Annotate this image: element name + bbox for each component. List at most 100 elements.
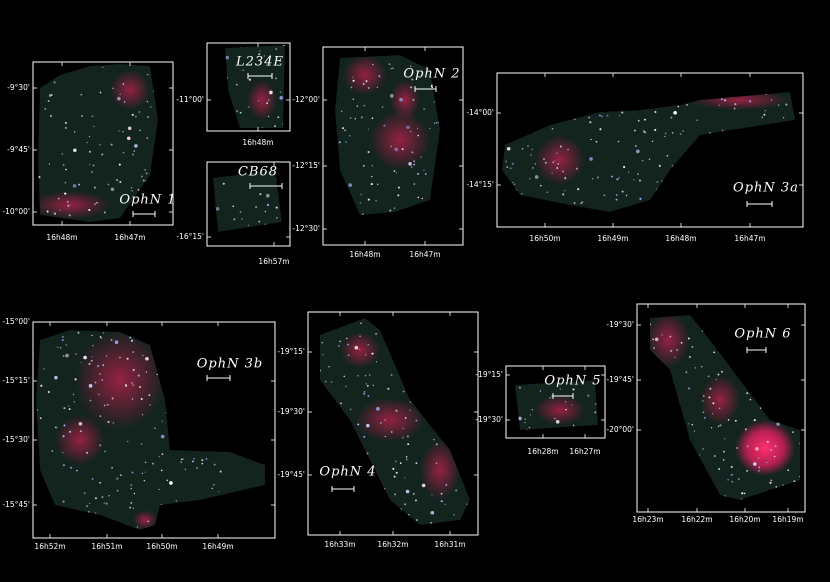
star (97, 364, 100, 367)
y-tick-label: -14°15' (466, 180, 494, 189)
star (383, 124, 386, 127)
star (63, 424, 66, 427)
star (556, 167, 559, 169)
star (131, 113, 134, 116)
star (133, 150, 135, 152)
star (103, 502, 105, 504)
star (700, 365, 703, 368)
star (417, 196, 420, 199)
star (99, 444, 102, 447)
y-tick-label: -10°00' (2, 207, 30, 216)
star (799, 442, 800, 445)
star (343, 375, 346, 378)
star (53, 212, 57, 215)
star (89, 163, 91, 166)
star (775, 486, 778, 488)
star (132, 351, 135, 353)
star (666, 154, 669, 157)
star (402, 437, 404, 439)
star (116, 477, 119, 480)
star (707, 375, 710, 378)
star (65, 168, 67, 171)
star (94, 497, 98, 500)
star (111, 397, 114, 400)
star (435, 462, 438, 464)
star (154, 427, 156, 429)
x-tick-label: 16h50m (529, 234, 560, 243)
star (371, 175, 373, 178)
star (88, 135, 91, 138)
panel-label: OphN 3b (197, 357, 263, 372)
star (384, 419, 386, 421)
x-tick-label: 16h20m (729, 515, 760, 524)
star (564, 400, 567, 403)
star (360, 116, 363, 119)
star (730, 465, 733, 468)
star (655, 188, 658, 190)
star (431, 494, 433, 496)
star (232, 205, 235, 208)
star (688, 423, 690, 425)
star (148, 394, 151, 397)
star (395, 172, 398, 174)
star (711, 427, 713, 429)
star (62, 464, 65, 467)
star (719, 424, 722, 427)
star (122, 131, 124, 133)
star (350, 86, 353, 89)
star (67, 204, 70, 207)
star (358, 348, 361, 350)
star (559, 388, 561, 390)
y-tick-label: -19°30' (277, 407, 305, 416)
star (715, 378, 717, 381)
star (258, 53, 261, 56)
star (103, 404, 106, 407)
star (764, 109, 766, 112)
star (79, 430, 82, 433)
star (111, 466, 113, 469)
star (641, 159, 644, 162)
star (96, 201, 99, 204)
star (688, 387, 690, 390)
star (93, 186, 96, 189)
star (324, 380, 327, 383)
x-tick-label: 16h51m (91, 542, 122, 551)
y-tick-label: -15°15' (2, 376, 30, 385)
star (44, 108, 47, 110)
star (746, 469, 748, 472)
y-tick-label: -19°45' (277, 470, 305, 479)
star (409, 409, 411, 411)
star (348, 134, 351, 137)
star (512, 181, 514, 184)
y-tick-label: -9°30' (7, 83, 30, 92)
star (661, 334, 663, 336)
star (415, 499, 417, 502)
star (411, 78, 414, 81)
star (47, 390, 50, 393)
star (433, 101, 436, 103)
star (393, 475, 396, 478)
star (415, 462, 418, 465)
star (282, 45, 285, 46)
y-tick-label: -16°15' (176, 232, 204, 241)
star (328, 365, 330, 368)
star (347, 343, 350, 346)
star (376, 183, 379, 186)
x-tick-label: 16h47m (409, 250, 440, 259)
star (615, 198, 618, 201)
panel: -11°00' 16h48m L234E (176, 42, 291, 147)
star (133, 492, 136, 495)
sky-image (335, 55, 440, 215)
star (131, 398, 134, 400)
star (88, 150, 91, 153)
star (99, 481, 102, 484)
star (670, 116, 673, 119)
star (696, 119, 698, 121)
star (363, 435, 366, 438)
star (722, 458, 725, 461)
star (236, 110, 239, 113)
star (589, 157, 593, 161)
star (524, 421, 526, 424)
star (769, 481, 772, 484)
